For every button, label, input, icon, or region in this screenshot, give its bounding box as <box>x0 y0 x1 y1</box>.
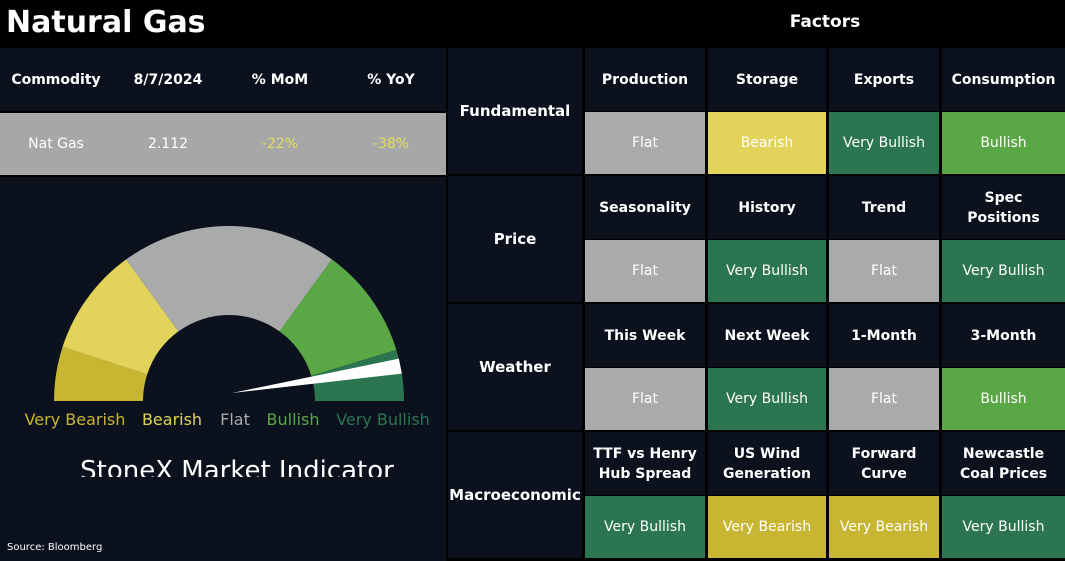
factor-name: Production <box>585 48 705 111</box>
factor-signal: Flat <box>585 112 705 174</box>
gauge-segment <box>279 259 397 376</box>
factor-name: TTF vs Henry Hub Spread <box>585 432 705 495</box>
factor-signal: Flat <box>585 240 705 302</box>
factor-signal: Very Bearish <box>829 496 939 558</box>
indicator-title: StoneX Market Indicator <box>80 456 394 477</box>
summary-cell: Nat Gas <box>0 113 112 175</box>
factor-signal: Very Bearish <box>708 496 826 558</box>
factor-name: Newcastle Coal Prices <box>942 432 1065 495</box>
factor-signal: Very Bullish <box>585 496 705 558</box>
factor-signal: Flat <box>585 368 705 430</box>
summary-cell: -22% <box>224 113 336 175</box>
gauge-label: Bearish <box>142 410 202 429</box>
factor-name: Exports <box>829 48 939 111</box>
factor-signal: Bullish <box>942 112 1065 174</box>
factor-name: Spec Positions <box>942 176 1065 239</box>
factor-signal: Flat <box>829 368 939 430</box>
summary-header: % MoM <box>224 48 336 111</box>
factor-name: Seasonality <box>585 176 705 239</box>
factor-name: Forward Curve <box>829 432 939 495</box>
factors-title: Factors <box>789 12 861 32</box>
factor-name: US Wind Generation <box>708 432 826 495</box>
factor-signal: Flat <box>829 240 939 302</box>
gauge-label: Bullish <box>267 410 320 429</box>
summary-header: 8/7/2024 <box>112 48 224 111</box>
factor-group: Fundamental <box>448 48 582 174</box>
factor-name: This Week <box>585 304 705 367</box>
factor-name: History <box>708 176 826 239</box>
source: Source: Bloomberg <box>7 542 103 553</box>
factor-signal: Bullish <box>942 368 1065 430</box>
gauge-label: Flat <box>220 410 250 429</box>
gauge: Very Bearish Bearish Flat Bullish Very Bulli… <box>25 226 430 477</box>
gauge-label: Very Bearish <box>25 410 126 429</box>
factor-name: Consumption <box>942 48 1065 111</box>
factor-signal: Very Bullish <box>708 368 826 430</box>
factor-group: Macroeconomic <box>448 432 582 558</box>
gauge-segment <box>126 226 332 332</box>
factor-signal: Very Bullish <box>942 240 1065 302</box>
factor-signal: Bearish <box>708 112 826 174</box>
factor-signal: Very Bullish <box>942 496 1065 558</box>
factor-name: Trend <box>829 176 939 239</box>
summary-header: Commodity <box>0 48 112 111</box>
title: Natural Gas <box>6 5 206 40</box>
summary-cell: -38% <box>336 113 446 175</box>
factor-signal: Very Bullish <box>829 112 939 174</box>
gauge-segment <box>54 346 148 401</box>
factor-name: Next Week <box>708 304 826 367</box>
factor-group: Price <box>448 176 582 302</box>
factor-name: 3-Month <box>942 304 1065 367</box>
factor-group: Weather <box>448 304 582 430</box>
factor-signal: Very Bullish <box>708 240 826 302</box>
gauge-label: Very Bullish <box>336 410 430 429</box>
summary-cell: 2.112 <box>112 113 224 175</box>
summary-header: % YoY <box>336 48 446 111</box>
gauge-needle <box>232 358 402 393</box>
factor-name: 1-Month <box>829 304 939 367</box>
gauge-segment <box>62 259 179 375</box>
factor-name: Storage <box>708 48 826 111</box>
